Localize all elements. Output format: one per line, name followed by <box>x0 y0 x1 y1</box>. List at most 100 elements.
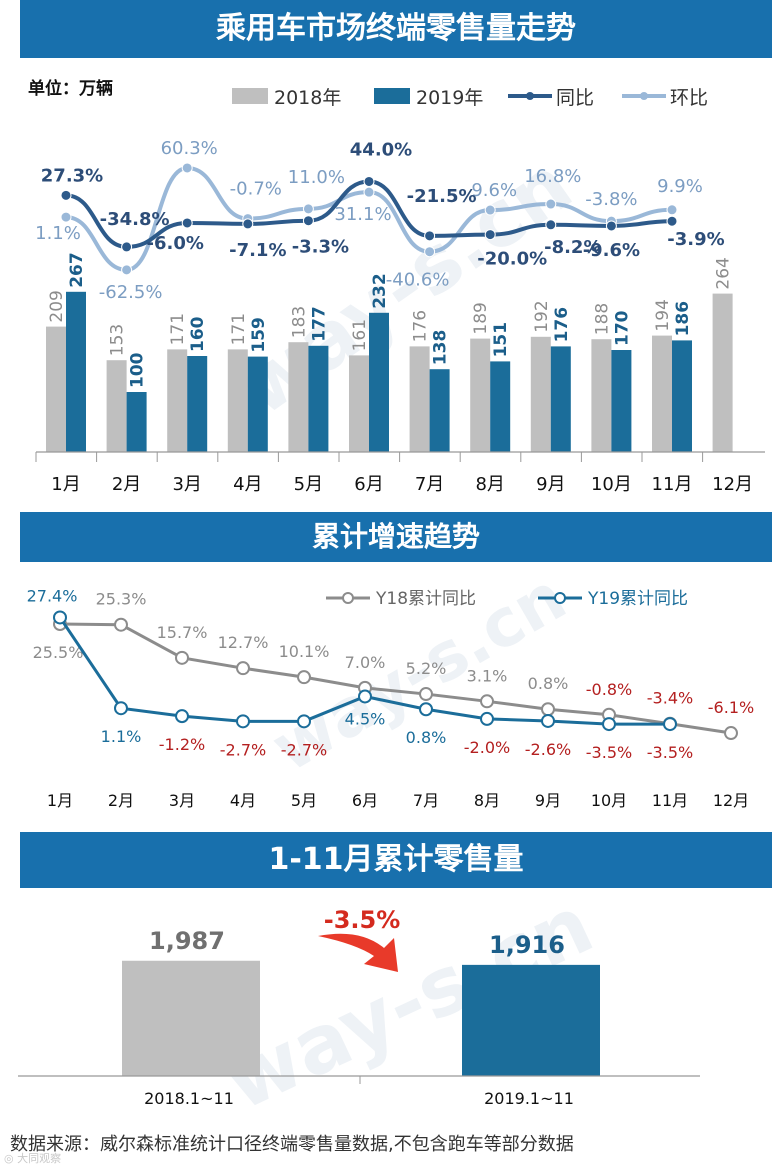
mom-label-1: 1.1% <box>35 223 81 244</box>
y19-point-5 <box>297 714 311 729</box>
label-2019-6: 232 <box>370 273 390 309</box>
yoy-point-8 <box>484 229 496 241</box>
xtick2-6: 6月 <box>352 791 378 810</box>
yoy-label-11: -3.9% <box>667 229 724 250</box>
y19-point-8 <box>480 711 494 726</box>
y18-label-10: -0.8% <box>586 680 632 699</box>
legend-label-1: 2019年 <box>416 87 483 109</box>
mom-point-7 <box>424 246 436 258</box>
chart2-title: 累计增速趋势 <box>20 512 772 562</box>
label-2018-11: 194 <box>653 299 673 331</box>
label-2019-2: 100 <box>128 352 148 388</box>
bar-2019-7 <box>429 369 450 452</box>
xtick2-3: 3月 <box>169 791 195 810</box>
label-2018-2: 153 <box>108 324 128 356</box>
xtick-11: 11月 <box>652 474 693 495</box>
y19-label-11: -3.5% <box>647 743 693 762</box>
label-2018-10: 188 <box>592 303 612 335</box>
mom-label-6: 31.1% <box>334 204 391 225</box>
bar-2018-2 <box>106 360 127 452</box>
label-2018-6: 161 <box>350 319 370 351</box>
y19-label-5: -2.7% <box>281 740 327 759</box>
bar-2018-12 <box>712 293 733 452</box>
legend-marker-3 <box>640 92 648 100</box>
mom-label-8: 9.6% <box>471 180 517 201</box>
yoy-point-6 <box>363 175 375 187</box>
label-2018-9: 192 <box>532 300 552 332</box>
yoy-label-3: -6.0% <box>146 233 203 254</box>
xtick2-7: 7月 <box>413 791 439 810</box>
bar-2019-6 <box>369 312 389 452</box>
bar-2018-5 <box>288 342 309 452</box>
mom-label-10: -3.8% <box>585 189 637 210</box>
y18-label-12: -6.1% <box>708 698 754 717</box>
total-bar-2018 <box>122 960 260 1076</box>
label-2018-8: 189 <box>471 302 491 334</box>
label-2019-8: 151 <box>491 322 511 358</box>
bar-2019-2 <box>126 392 147 452</box>
mom-point-9 <box>545 198 557 210</box>
bar-2019-9 <box>550 346 571 452</box>
yoy-label-1: 27.3% <box>41 165 103 186</box>
y18-point-5 <box>297 670 311 685</box>
legend-swatch-1 <box>374 88 410 104</box>
y18-point-12 <box>724 726 738 741</box>
mom-label-7: -40.6% <box>386 270 450 291</box>
yoy-label-6: 44.0% <box>350 139 412 160</box>
legend-marker-2 <box>526 92 534 100</box>
y19-label-8: -2.0% <box>464 738 510 757</box>
y18-line <box>59 622 732 735</box>
xtick-9: 9月 <box>536 474 565 495</box>
label-2018-1: 209 <box>47 290 67 322</box>
legend-label-y19: Y19累计同比 <box>587 589 688 609</box>
y18-label-4: 12.7% <box>218 633 269 652</box>
y19-label-1: 27.4% <box>27 586 78 605</box>
legend-label-y18: Y18累计同比 <box>375 589 476 609</box>
label-2018-7: 176 <box>411 310 431 342</box>
yoy-point-10 <box>605 220 617 232</box>
mom-point-2 <box>121 264 133 276</box>
y18-label-8: 3.1% <box>467 666 508 685</box>
yoy-point-3 <box>181 217 193 229</box>
yoy-point-11 <box>666 215 678 227</box>
yoy-label-9: -8.2% <box>544 237 601 258</box>
label-2019-7: 138 <box>431 330 451 366</box>
y19-point-3 <box>175 709 189 724</box>
bar-2019-4 <box>247 356 268 452</box>
xtick2-5: 5月 <box>291 791 317 810</box>
legend-marker-y18 <box>342 592 354 604</box>
xtick-12: 12月 <box>712 474 753 495</box>
legend-marker-y19 <box>554 592 566 604</box>
bar-2018-3 <box>167 349 188 452</box>
label-2019-11: 186 <box>673 301 693 337</box>
y19-point-2 <box>114 701 128 716</box>
y19-label-2: 1.1% <box>101 727 142 746</box>
data-source-note: 数据来源：威尔森标准统计口径终端零售量数据,不包含跑车等部分数据 <box>10 1134 574 1155</box>
xtick-6: 6月 <box>354 474 383 495</box>
label-2018-4: 171 <box>229 313 249 345</box>
total-xtick-2019: 2019.1~11 <box>484 1089 574 1108</box>
bar-2018-10 <box>591 339 612 452</box>
bar-2018-4 <box>227 349 248 452</box>
label-2018-12: 264 <box>714 257 734 289</box>
label-2019-9: 176 <box>552 307 572 343</box>
y18-label-9: 0.8% <box>528 674 569 693</box>
y18-label-1: 25.5% <box>33 643 84 662</box>
yoy-point-9 <box>545 219 557 231</box>
y19-point-7 <box>419 702 433 717</box>
yoy-point-5 <box>302 215 314 227</box>
mom-label-11: 9.9% <box>657 176 703 197</box>
cumulative-retail-chart: way-s.cn1,9872018.1~111,9162019.1~11-3.5… <box>18 878 700 1128</box>
chart3-title: 1-11月累计零售量 <box>20 832 772 888</box>
label-2018-3: 171 <box>168 313 188 345</box>
y19-label-4: -2.7% <box>220 740 266 759</box>
bar-2019-5 <box>308 345 329 452</box>
legend-label-0: 2018年 <box>274 87 341 109</box>
yoy-label-10: -9.6% <box>583 240 640 261</box>
mom-label-3: 60.3% <box>161 138 218 159</box>
yoy-label-4: -7.1% <box>229 240 286 261</box>
yoy-label-7: -21.5% <box>407 186 477 207</box>
y19-point-10 <box>602 717 616 732</box>
chart1-title: 乘用车市场终端零售量走势 <box>20 0 772 58</box>
